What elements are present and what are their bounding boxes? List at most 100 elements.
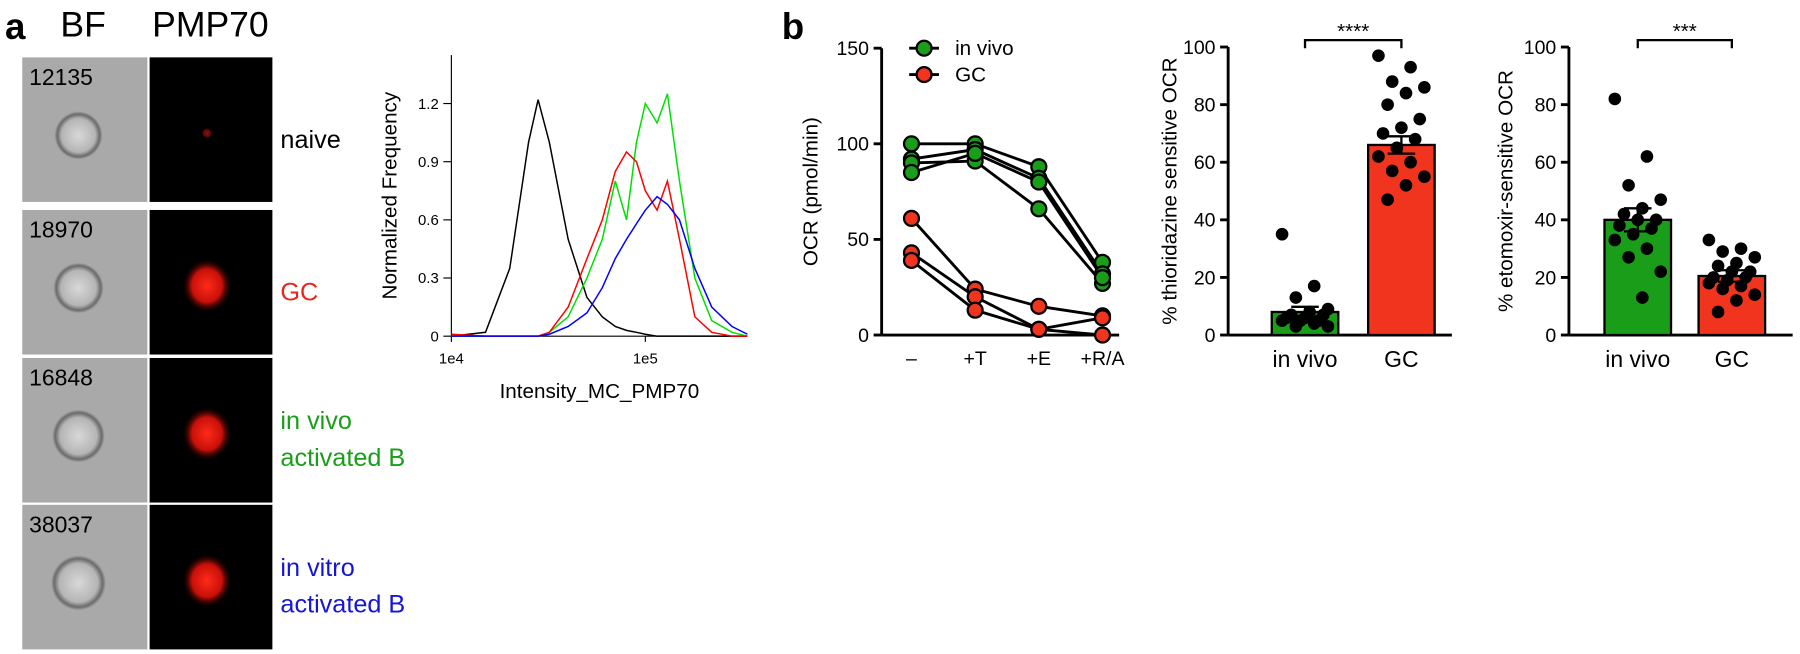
x-tick-label: 1e4 (439, 352, 464, 368)
data-point (1408, 132, 1422, 146)
data-point (1289, 320, 1303, 333)
y-tick-label: 20 (1535, 267, 1557, 289)
histogram-line (451, 150, 748, 337)
row-label-line: activated B (280, 444, 405, 472)
cell (53, 262, 104, 314)
replicate-line (911, 148, 1104, 275)
cell (54, 111, 103, 160)
point (966, 144, 984, 162)
y-tick-label: 0.6 (418, 213, 439, 229)
data-point (1395, 121, 1408, 134)
y-tick-label: 0 (430, 329, 438, 345)
data-point (1404, 155, 1417, 169)
y-tick-label: 0 (1205, 325, 1216, 347)
data-point (1711, 259, 1725, 273)
data-point (1716, 282, 1729, 296)
data-point (1654, 265, 1668, 278)
y-tick-label: 150 (836, 38, 869, 60)
data-point (1645, 222, 1658, 235)
y-tick-label: 0 (1545, 325, 1556, 347)
cell-count: 38037 (29, 511, 93, 537)
data-point (1289, 291, 1303, 304)
cell-count: 16848 (29, 365, 93, 391)
y-tick-label: 100 (1183, 37, 1216, 59)
y-tick-label: 60 (1194, 152, 1216, 174)
row-label-line: in vivo (280, 407, 352, 435)
data-point (1748, 250, 1762, 264)
bar (1697, 274, 1767, 337)
data-point (1608, 92, 1622, 106)
y-tick-label: 100 (1524, 37, 1557, 59)
pmp70-signal (181, 406, 233, 462)
x-tick-label: in vivo (1273, 346, 1338, 372)
y-tick-label: 80 (1194, 94, 1216, 116)
row-label-line: in vitro (280, 554, 354, 582)
data-point (1617, 207, 1631, 221)
significance-label: **** (1337, 20, 1369, 43)
legend-marker (915, 39, 933, 57)
data-point (1404, 60, 1417, 74)
data-point (1734, 242, 1748, 255)
replicate-line (910, 259, 1103, 331)
data-point (1418, 170, 1431, 183)
y-tick-label: 40 (1194, 210, 1216, 232)
histogram-line (451, 99, 748, 337)
y-tick-label: 100 (836, 134, 869, 156)
data-point (1626, 227, 1640, 241)
data-point (1622, 250, 1635, 264)
data-point (1636, 291, 1649, 304)
pmp70-signal (181, 258, 233, 314)
cell-count: 18970 (29, 217, 93, 243)
data-point (1390, 141, 1404, 155)
y-tick-label: 1.2 (418, 97, 439, 113)
significance-label: *** (1673, 20, 1697, 43)
row-label: naive (280, 126, 340, 154)
point (1093, 326, 1112, 344)
data-point (1702, 233, 1716, 247)
data-point (1622, 178, 1635, 192)
row-label-line: GC (280, 279, 318, 307)
x-tick-label: GC (1384, 346, 1418, 372)
cell (52, 409, 105, 463)
data-point (1307, 317, 1321, 330)
row-label-line: naive (280, 126, 340, 154)
histogram-line (451, 93, 748, 337)
legend-label: in vivo (955, 37, 1014, 60)
data-point (1631, 213, 1645, 227)
point (1030, 320, 1048, 338)
data-point (1716, 245, 1729, 258)
point (966, 301, 984, 319)
column-header: PMP70 (152, 5, 269, 45)
y-tick-label: 40 (1535, 210, 1557, 232)
data-point (1275, 314, 1289, 327)
point (902, 135, 921, 153)
data-point (1399, 178, 1413, 192)
y-tick-label: 60 (1535, 152, 1557, 174)
replicate-line (910, 251, 1103, 337)
data-point (1275, 227, 1289, 241)
data-point (1654, 193, 1668, 206)
x-tick-label: +R/A (1081, 348, 1125, 370)
data-point (1372, 49, 1385, 62)
row-label: in vivo activated B (280, 407, 405, 472)
panel-label: b (782, 6, 804, 47)
data-point (1702, 276, 1716, 290)
legend-marker (915, 65, 933, 84)
pmp70-signal (201, 127, 213, 139)
data-point (1730, 294, 1743, 307)
point (902, 209, 921, 227)
data-point (1413, 112, 1427, 126)
cell-count: 12135 (29, 64, 93, 90)
x-tick-label: 1e5 (633, 352, 658, 368)
replicate-line (911, 142, 1104, 264)
data-point (1711, 305, 1725, 319)
data-point (1613, 219, 1626, 232)
x-tick-label: +E (1027, 348, 1051, 370)
replicate-line (911, 151, 1104, 279)
data-point (1608, 233, 1622, 247)
data-point (1636, 202, 1649, 215)
y-tick-label: 0 (858, 325, 869, 347)
histogram-line (451, 195, 748, 337)
y-tick-label: 0.3 (418, 271, 439, 287)
x-tick-label: GC (1715, 346, 1749, 372)
